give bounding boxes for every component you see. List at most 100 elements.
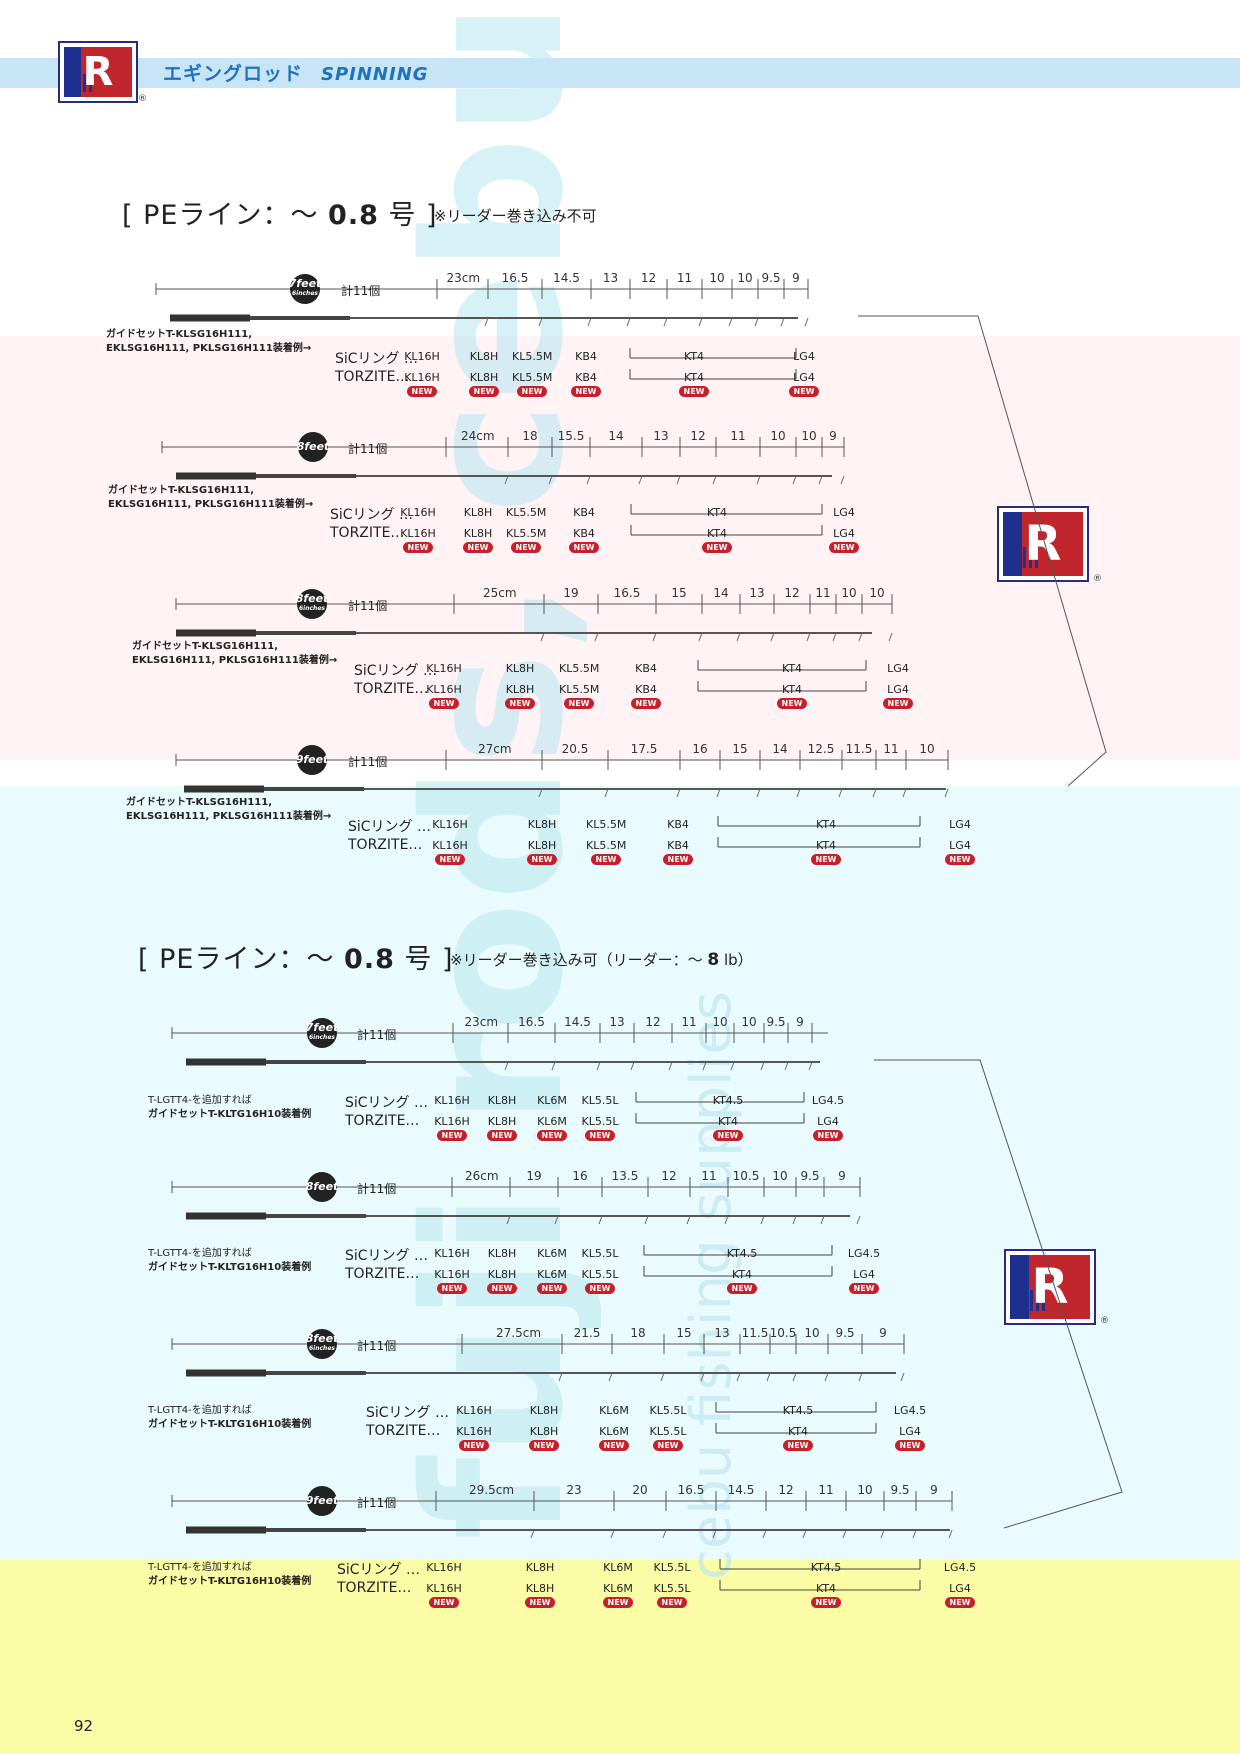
spacing-label: 9 bbox=[838, 1169, 846, 1183]
rod-length-badge: 7feet 6inches bbox=[306, 1018, 338, 1048]
new-badge: NEW bbox=[895, 1440, 925, 1451]
new-badge: NEW bbox=[702, 542, 732, 553]
sic-ring-label: SiCリング … bbox=[345, 1248, 429, 1264]
torzite-guide: KL5.5M bbox=[506, 527, 547, 540]
guide-mark bbox=[818, 475, 823, 485]
new-badge: NEW bbox=[591, 854, 621, 865]
sic-guide: KL8H bbox=[525, 1561, 555, 1574]
rod-length-badge: 8feet bbox=[297, 432, 329, 462]
guide-count: 計11個 bbox=[357, 1339, 397, 1353]
torzite-guide: KL6M bbox=[599, 1425, 629, 1438]
spacing-label: 11 bbox=[730, 429, 746, 443]
sic-guide: KB4 bbox=[635, 662, 657, 675]
sic-guide: LG4.5 bbox=[893, 1404, 927, 1417]
spacing-label: 10 bbox=[709, 271, 725, 285]
sic-guide: KL16H bbox=[434, 1247, 470, 1260]
sic-guide: LG4 bbox=[887, 662, 909, 675]
guide-mark bbox=[856, 1215, 861, 1225]
sic-guide: KL16H bbox=[456, 1404, 492, 1417]
rod-inches: 6inches bbox=[309, 1345, 335, 1352]
new-badge: NEW bbox=[813, 1130, 843, 1141]
spacing-label: 9 bbox=[792, 271, 800, 285]
side-logo-bottom: R bbox=[1004, 1249, 1096, 1325]
sic-guide: KL5.5L bbox=[649, 1404, 687, 1417]
spacing-label: 25cm bbox=[483, 586, 517, 600]
guide-mark bbox=[756, 788, 761, 798]
sic-guide: KL5.5M bbox=[512, 350, 553, 363]
torzite-guide: KL5.5L bbox=[581, 1268, 619, 1281]
torzite-guide: KL16H bbox=[404, 371, 440, 384]
guide-mark bbox=[802, 1529, 807, 1539]
guide-mark bbox=[540, 632, 545, 642]
guide-count: 計11個 bbox=[357, 1028, 397, 1042]
new-badge: NEW bbox=[603, 1597, 633, 1608]
new-badge: NEW bbox=[829, 542, 859, 553]
guide-mark bbox=[668, 1061, 673, 1071]
rod-length-badge: 7feet 6inches bbox=[289, 274, 321, 304]
new-badge: NEW bbox=[437, 1283, 467, 1294]
sic-guide: KT4 bbox=[815, 818, 837, 831]
spacing-label: 10 bbox=[801, 429, 817, 443]
spacing-label: 9.5 bbox=[766, 1015, 786, 1029]
torzite-guide: KL8H bbox=[487, 1268, 517, 1281]
guide-mark bbox=[676, 788, 681, 798]
spacing-label: 14 bbox=[608, 429, 624, 443]
guide-mark bbox=[806, 632, 811, 642]
guide-mark bbox=[766, 1372, 771, 1382]
guide-mark bbox=[762, 1529, 767, 1539]
torzite-label: TORZITE… bbox=[354, 681, 429, 697]
torzite-guide: LG4 bbox=[853, 1268, 875, 1281]
guide-count: 計11個 bbox=[357, 1182, 397, 1196]
sic-guide: KL8H bbox=[505, 662, 535, 675]
torzite-guide: KL5.5M bbox=[586, 839, 627, 852]
torzite-guide: KL5.5L bbox=[581, 1115, 619, 1128]
sic-guide: KB4 bbox=[573, 506, 595, 519]
torzite-guide: KL6M bbox=[537, 1115, 567, 1128]
section-1-title: [ PEライン：～ 0.8 号 ] bbox=[122, 200, 438, 231]
guide-mark bbox=[630, 1061, 635, 1071]
new-badge: NEW bbox=[777, 698, 807, 709]
guide-mark bbox=[804, 317, 809, 327]
guide-set-line: T-LGTT4-を追加すれば bbox=[148, 1562, 252, 1573]
sic-guide: KB4 bbox=[575, 350, 597, 363]
sic-guide: KL8H bbox=[487, 1247, 517, 1260]
spacing-label: 26cm bbox=[465, 1169, 499, 1183]
guide-mark bbox=[760, 1061, 765, 1071]
spacing-label: 16.5 bbox=[613, 586, 641, 600]
torzite-guide: KT4 bbox=[815, 1582, 837, 1595]
torzite-guide: KL8H bbox=[505, 683, 535, 696]
guide-mark bbox=[760, 1215, 765, 1225]
torzite-guide: KL16H bbox=[426, 683, 462, 696]
header-title: エギングロッド SPINNING bbox=[163, 63, 429, 85]
spacing-label: 12 bbox=[640, 271, 657, 285]
spacing-label: 18 bbox=[522, 429, 538, 443]
guide-mark bbox=[888, 632, 893, 642]
spacing-label: 9.5 bbox=[800, 1169, 820, 1183]
torzite-guide: KL8H bbox=[525, 1582, 555, 1595]
guide-mark bbox=[716, 788, 721, 798]
torzite-guide: KT4 bbox=[787, 1425, 809, 1438]
new-badge: NEW bbox=[469, 386, 499, 397]
guide-mark bbox=[506, 1215, 511, 1225]
torzite-guide: KB4 bbox=[575, 371, 597, 384]
sic-guide: KL16H bbox=[400, 506, 436, 519]
guide-set-line: EKLSG16H111, PKLSG16H111装着例→ bbox=[106, 343, 312, 354]
guide-mark bbox=[598, 1215, 603, 1225]
rod-inches: 6inches bbox=[309, 1034, 335, 1041]
guide-mark bbox=[724, 1215, 729, 1225]
spacing-label: 12 bbox=[778, 1483, 794, 1497]
sic-guide: KT4 bbox=[781, 662, 803, 675]
torzite-guide: LG4 bbox=[793, 371, 815, 384]
spacing-label: 12 bbox=[661, 1169, 677, 1183]
torzite-guide: KL6M bbox=[537, 1268, 567, 1281]
sic-guide: KL8H bbox=[527, 818, 557, 831]
new-badge: NEW bbox=[789, 386, 819, 397]
guide-mark bbox=[504, 1061, 509, 1071]
torzite-label: TORZITE… bbox=[348, 837, 423, 853]
new-badge: NEW bbox=[435, 854, 465, 865]
torzite-guide: KL5.5M bbox=[559, 683, 600, 696]
spacing-label: 12 bbox=[690, 429, 706, 443]
new-badge: NEW bbox=[657, 1597, 687, 1608]
guide-mark bbox=[858, 1372, 863, 1382]
sic-guide: KL8H bbox=[463, 506, 493, 519]
